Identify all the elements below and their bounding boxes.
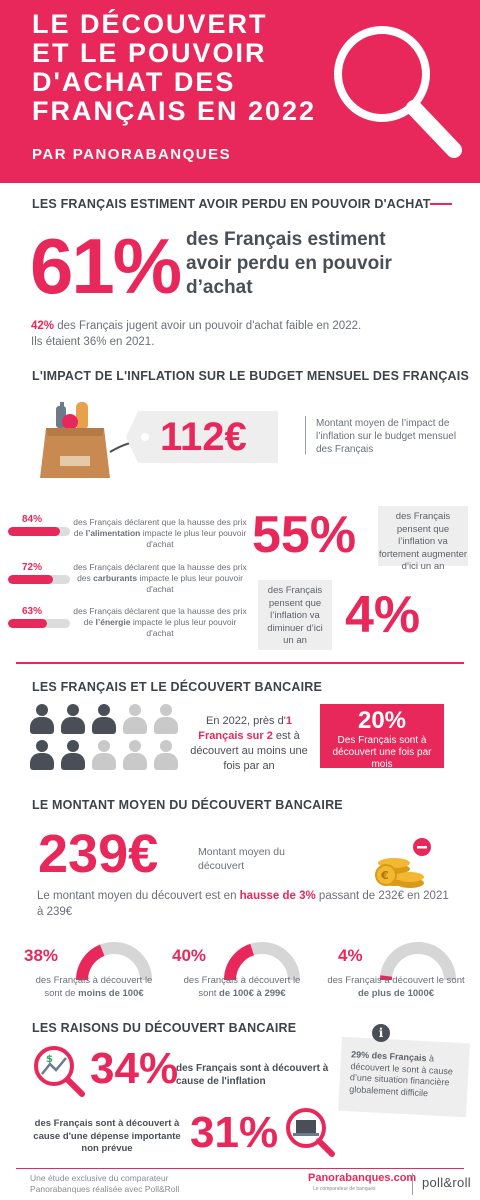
gauge-text: des Français à découvert le sont de moins… (35, 975, 153, 999)
stat-42-value: 42% (31, 320, 55, 332)
overdraft-increase-text: Le montant moyen du découvert est en hau… (37, 890, 449, 918)
bar-pct: 63% (22, 606, 43, 617)
stat-55-text: des Français pensent que l’inflation va … (378, 506, 468, 572)
coins-icon: € (375, 838, 431, 888)
panorabanques-tagline: Le comparateur de banques (313, 1186, 376, 1192)
price-tag-notch (126, 411, 138, 463)
inflation-amount-text: Montant moyen de l’impact de l’inflation… (316, 418, 457, 455)
bar-fill (8, 575, 53, 584)
magnifier-icon (334, 26, 462, 158)
stat-55-value: 55% (252, 506, 357, 564)
person-icon (92, 740, 116, 770)
person-icon (61, 740, 85, 770)
stat-61-value: 61% (30, 222, 182, 310)
person-icon (154, 740, 178, 770)
bar-track (8, 619, 70, 628)
person-icon (123, 704, 147, 734)
svg-text:$: $ (46, 1054, 53, 1065)
gauge-track (380, 942, 456, 981)
gauge-fill (76, 944, 105, 981)
gauge-pct: 4% (338, 946, 363, 965)
logo-separator (412, 1173, 413, 1195)
person-icon (123, 740, 147, 770)
title-line: ET LE POUVOIR (32, 38, 267, 68)
gauge-fill (224, 943, 255, 981)
footer-divider (16, 1168, 464, 1169)
price-tag (138, 411, 278, 463)
title-line: FRANÇAIS EN 2022 (32, 96, 317, 126)
stat-42-line2: Ils étaient 36% en 2021. (31, 336, 155, 348)
stat-34-value: 34% (90, 1044, 179, 1093)
title-line: LE DÉCOUVERT (32, 9, 268, 39)
gauge-pct: 40% (172, 946, 207, 965)
info-icon: i (372, 1024, 390, 1042)
page-title: LE DÉCOUVERT ET LE POUVOIR D'ACHAT DES F… (32, 10, 332, 126)
bar-item: 63% (8, 606, 70, 628)
stat-42-text: 42% des Français jugent avoir un pouvoir… (31, 318, 451, 350)
panorabanques-logo: Panorabanques.com (308, 1172, 417, 1184)
gauge-text: des Français à découvert le sont de plus … (327, 975, 465, 999)
bar-item: 72% (8, 562, 70, 584)
gauge-text: des Français à découvert le sont de 100€ … (183, 975, 301, 999)
section-title-decouvert: LES FRANÇAIS ET LE DÉCOUVERT BANCAIRE (32, 680, 323, 694)
inflation-amount: 112€ (160, 415, 247, 459)
bar-track (8, 527, 70, 536)
gauge-chart (76, 942, 152, 981)
stat-20-text: Des Français sont à découvert une fois p… (332, 735, 432, 770)
page-subtitle: PAR PANORABANQUES (32, 146, 232, 163)
title-line: D'ACHAT DES (32, 67, 236, 97)
title-underline (430, 203, 452, 205)
stat-42-year: en 2022. (313, 320, 362, 332)
stat-31-value: 31% (190, 1108, 279, 1157)
person-icon (30, 704, 54, 734)
overdraft-amount-text: Montant moyen du découvert (198, 846, 285, 872)
stat-1-sur-2-text: En 2022, près d'1 Français sur 2 est à d… (190, 715, 308, 772)
people-grid (30, 704, 185, 774)
stat-34-text: des Français sont à découvert à cause de… (176, 1063, 329, 1087)
divider (305, 416, 306, 454)
bar-pct: 84% (22, 514, 43, 525)
person-icon (154, 704, 178, 734)
gauge-item: 40% des Français à découvert le sont de 1… (172, 938, 312, 1008)
magnifier-laptop-icon (286, 1108, 335, 1157)
bar-pct: 72% (22, 562, 43, 573)
section-title-inflation: L'IMPACT DE L'INFLATION SUR LE BUDGET ME… (32, 369, 469, 383)
footer-text: Une étude exclusive du comparateur Panor… (30, 1173, 180, 1194)
section-title-pouvoir-achat: LES FRANÇAIS ESTIMENT AVOIR PERDU EN POU… (32, 197, 431, 211)
stat-4-text: des Français pensent que l’inflation va … (258, 580, 332, 650)
gauge-chart (379, 942, 456, 981)
stat-42-desc: des Français jugent avoir un pouvoir d'a… (54, 320, 314, 332)
stat-4-value: 4% (345, 586, 421, 644)
magnifier-chart-icon: $ (34, 1046, 85, 1097)
section-title-raisons: LES RAISONS DU DÉCOUVERT BANCAIRE (32, 1021, 297, 1035)
pollandroll-logo: poll&roll (422, 1175, 471, 1190)
price-tag-hole (141, 433, 149, 441)
gauge-item: 38% des Français à découvert le sont de m… (24, 938, 164, 1008)
bar-item: 84% (8, 514, 70, 536)
person-icon (30, 740, 54, 770)
stat-61-text: des Français estiment avoir perdu en pou… (186, 229, 392, 298)
bar-text: des Français déclarent que la hausse des… (73, 606, 247, 638)
section-title-montant: LE MONTANT MOYEN DU DÉCOUVERT BANCAIRE (32, 798, 343, 812)
note-card: 29% des Français à découvert le sont à c… (338, 1036, 470, 1118)
section-divider (16, 662, 464, 664)
person-icon (61, 704, 85, 734)
overdraft-amount: 239€ (38, 824, 159, 884)
svg-text:€: € (380, 869, 389, 882)
stat-31-text: des Français sont à découvert à cause d'… (33, 1118, 181, 1154)
gauge-pct: 38% (24, 946, 59, 965)
bar-fill (8, 619, 48, 628)
bar-fill (8, 527, 61, 536)
gauge-chart (224, 942, 300, 981)
stat-20-box: 20% Des Français sont à découvert une fo… (320, 704, 444, 770)
bar-track (8, 575, 70, 584)
bar-text: des Français déclarent que la hausse des… (73, 562, 247, 594)
gauge-item: 4% des Français à découvert le sont de pl… (316, 938, 476, 1008)
person-icon (92, 704, 116, 734)
bar-text: des Français déclarent que la hausse des… (73, 517, 247, 549)
stat-20-value: 20% (357, 707, 407, 734)
